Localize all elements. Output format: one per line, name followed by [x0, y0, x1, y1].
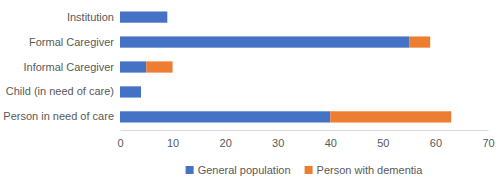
legend-label: Person with dementia [317, 164, 424, 176]
y-axis: Institution Formal Caregiver Informal Care… [3, 11, 114, 123]
tick-label: 70 [482, 137, 494, 149]
tick-label: Institution [67, 11, 114, 23]
tick-label: Child (in need of care) [6, 85, 114, 97]
x-axis: 0 10 20 30 40 50 60 70 [117, 130, 494, 149]
bar [141, 86, 142, 97]
series [120, 11, 409, 122]
bar [409, 36, 430, 47]
tick: Person in need of care [3, 110, 114, 122]
bar [330, 111, 451, 122]
legend: General population Person with dementia [186, 164, 424, 176]
axis-line [121, 130, 489, 131]
tick: 10 [167, 130, 179, 149]
tick-label: Informal Caregiver [24, 61, 115, 73]
tick-label: 10 [167, 137, 179, 149]
legend-item: General population [186, 164, 291, 176]
tick: Informal Caregiver [24, 61, 115, 73]
tick: Formal Caregiver [29, 36, 114, 48]
bar [167, 11, 168, 22]
tick: 60 [430, 130, 442, 149]
bar [146, 61, 172, 72]
tick: Child (in need of care) [6, 85, 114, 97]
tick-label: Person in need of care [3, 110, 114, 122]
bar [120, 61, 146, 72]
tick: 70 [482, 130, 494, 149]
tick: 30 [272, 130, 284, 149]
legend-swatch [186, 166, 194, 174]
legend-swatch [305, 166, 313, 174]
bars [120, 11, 451, 122]
tick: 0 [117, 130, 123, 149]
tick-label: 40 [325, 137, 337, 149]
bar [120, 111, 330, 122]
tick-label: 30 [272, 137, 284, 149]
tick-label: 50 [377, 137, 389, 149]
tick: 20 [220, 130, 232, 149]
series [146, 36, 451, 122]
bar [120, 86, 141, 97]
plot: 0 10 20 30 40 50 60 70 Institution Formal Caregiv… [3, 11, 494, 149]
legend-item: Person with dementia [305, 164, 424, 176]
tick: Institution [67, 11, 114, 23]
tick: 50 [377, 130, 389, 149]
bar [120, 36, 409, 47]
tick-label: 0 [117, 137, 123, 149]
legend-label: General population [198, 164, 291, 176]
tick-label: 20 [220, 137, 232, 149]
chart: 0 10 20 30 40 50 60 70 Institution Formal Caregiv… [0, 0, 500, 182]
tick-label: Formal Caregiver [29, 36, 114, 48]
tick-label: 60 [430, 137, 442, 149]
tick: 40 [325, 130, 337, 149]
bar [120, 11, 167, 22]
